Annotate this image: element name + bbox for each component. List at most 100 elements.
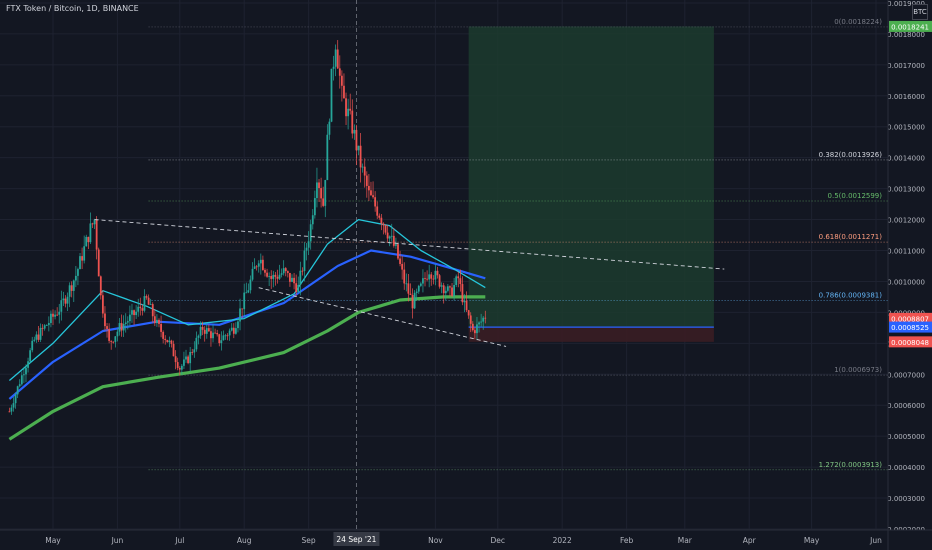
candle-body bbox=[384, 225, 387, 233]
candle-body bbox=[305, 247, 308, 251]
candle-body bbox=[446, 286, 449, 291]
candle-body bbox=[465, 300, 468, 311]
candle-body bbox=[153, 316, 156, 324]
candle-body bbox=[224, 335, 227, 337]
candle-body bbox=[270, 275, 273, 279]
price-label: 0.0018241 bbox=[891, 23, 929, 31]
time-tick-label: 2022 bbox=[553, 536, 572, 545]
candle-body bbox=[359, 145, 362, 168]
candle-body bbox=[70, 285, 73, 291]
candle-body bbox=[395, 244, 397, 246]
candle-body bbox=[374, 197, 377, 207]
candle-body bbox=[353, 129, 356, 134]
candle-body bbox=[471, 323, 474, 331]
candle-body bbox=[311, 215, 314, 225]
candle-body bbox=[16, 386, 19, 395]
candle-body bbox=[212, 332, 214, 339]
candle-body bbox=[101, 295, 104, 314]
crosshair-date-label: 24 Sep '21 bbox=[336, 535, 376, 544]
candle-body bbox=[334, 49, 337, 67]
candle-body bbox=[484, 317, 487, 319]
candle-body bbox=[205, 328, 208, 334]
candle-body bbox=[388, 236, 391, 239]
candle-body bbox=[210, 331, 212, 339]
fib-level-label: 0.382(0.0013926) bbox=[819, 151, 883, 159]
candle-body bbox=[259, 259, 262, 264]
candle-body bbox=[386, 232, 389, 239]
candle-body bbox=[83, 246, 86, 261]
price-axis[interactable] bbox=[888, 0, 932, 550]
candle-body bbox=[220, 340, 223, 344]
candle-body bbox=[309, 224, 312, 242]
candle-body bbox=[95, 219, 98, 250]
price-tick-label: 0.0005000 bbox=[887, 433, 925, 441]
candle-body bbox=[31, 340, 34, 351]
candle-body bbox=[332, 66, 335, 69]
candle-body bbox=[382, 223, 385, 226]
candle-body bbox=[432, 278, 435, 280]
candle-body bbox=[226, 335, 229, 337]
stop-zone bbox=[468, 327, 714, 342]
price-tick-label: 0.0014000 bbox=[887, 155, 925, 163]
candle-body bbox=[64, 298, 67, 304]
candle-body bbox=[241, 308, 244, 310]
candle-body bbox=[424, 278, 426, 280]
candle-body bbox=[405, 283, 408, 285]
candle-body bbox=[351, 110, 354, 134]
candle-body bbox=[372, 195, 374, 198]
candle-body bbox=[397, 244, 399, 259]
candle-body bbox=[185, 356, 187, 360]
candle-body bbox=[23, 374, 25, 376]
candle-body bbox=[45, 325, 48, 326]
candle-body bbox=[93, 219, 96, 225]
price-label-box bbox=[889, 312, 932, 324]
candle-body bbox=[419, 283, 422, 286]
candle-body bbox=[14, 394, 17, 404]
candle-body bbox=[56, 314, 59, 316]
candle-body bbox=[145, 296, 148, 298]
candle-body bbox=[232, 327, 235, 334]
candle-body bbox=[343, 85, 345, 99]
candle-body bbox=[401, 263, 404, 270]
crosshair-date-box bbox=[333, 532, 380, 546]
candle-body bbox=[195, 337, 198, 350]
candle-body bbox=[469, 315, 472, 324]
currency-badge[interactable]: BTC bbox=[912, 4, 928, 20]
price-label-box bbox=[889, 20, 932, 32]
candle-body bbox=[291, 277, 293, 282]
trendline bbox=[258, 287, 507, 347]
candle-body bbox=[58, 311, 61, 315]
candle-body bbox=[459, 278, 462, 285]
candle-body bbox=[357, 145, 360, 151]
candle-body bbox=[131, 310, 133, 315]
candle-body bbox=[363, 166, 366, 176]
time-axis[interactable] bbox=[0, 530, 932, 550]
time-tick-label: Aug bbox=[237, 536, 252, 545]
candle-body bbox=[345, 98, 347, 117]
candle-body bbox=[91, 223, 94, 225]
candle-body bbox=[407, 283, 410, 294]
candle-body bbox=[482, 317, 485, 322]
fib-level-label: 1.272(0.0003913) bbox=[819, 461, 883, 469]
ma-mid-line bbox=[8, 249, 486, 400]
candle-body bbox=[176, 362, 179, 368]
candle-body bbox=[476, 324, 478, 334]
candle-body bbox=[207, 328, 210, 332]
candle-body bbox=[262, 259, 264, 270]
candle-body bbox=[62, 298, 65, 301]
price-tick-label: 0.0016000 bbox=[887, 93, 925, 101]
candle-body bbox=[328, 121, 331, 135]
candle-body bbox=[409, 293, 412, 295]
candle-body bbox=[74, 275, 77, 281]
candle-body bbox=[378, 215, 381, 218]
candle-body bbox=[392, 235, 395, 246]
candle-body bbox=[301, 270, 304, 272]
fib-level-label: 1(0.0006973) bbox=[834, 366, 882, 374]
candle-body bbox=[214, 332, 217, 334]
candle-body bbox=[116, 331, 119, 337]
candle-body bbox=[230, 327, 233, 331]
candle-body bbox=[156, 319, 158, 324]
candle-body bbox=[276, 276, 279, 279]
